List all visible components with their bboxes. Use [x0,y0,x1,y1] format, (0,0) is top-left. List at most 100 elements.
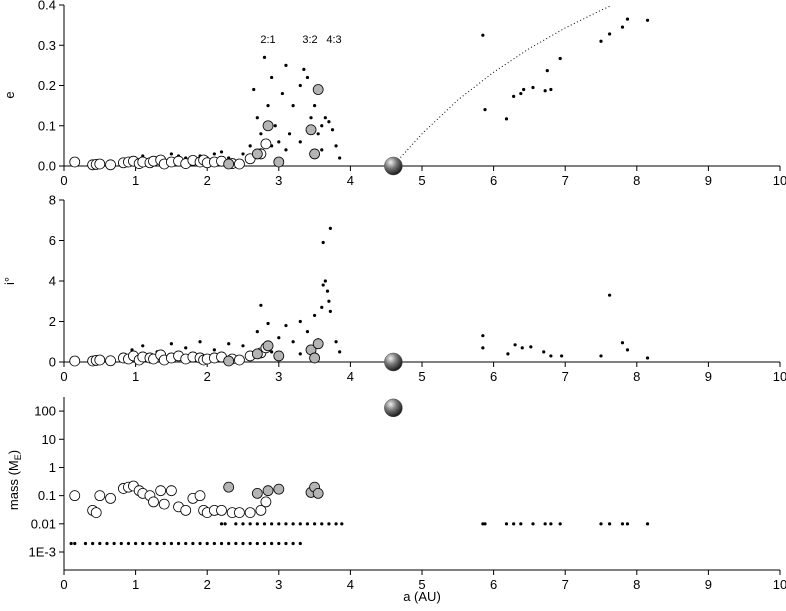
point [599,522,603,526]
point [277,140,281,144]
point [506,352,510,356]
x-tick-label: 10 [773,369,786,384]
x-tick-label: 1 [132,173,139,188]
point [219,150,224,154]
x-tick-label: 5 [418,173,425,188]
point [219,522,224,526]
point [607,522,612,526]
point [216,504,227,516]
y-axis-label: i° [2,277,17,285]
point [260,496,272,508]
point [312,488,324,499]
x-tick-label: 6 [490,577,497,592]
point [483,108,487,112]
point [305,75,310,80]
point [266,321,270,326]
y-tick-label: 1 [49,460,56,475]
point [340,522,344,526]
point [309,148,321,160]
point [270,541,274,546]
x-tick-label: 10 [773,577,786,592]
point [645,356,650,360]
point [512,94,516,98]
point [481,346,485,350]
point [273,124,277,128]
point [194,490,206,502]
point [158,498,170,510]
point [313,522,317,526]
point [165,485,177,497]
y-tick-label: 0.1 [38,118,56,133]
point [176,541,181,546]
x-tick-label: 9 [705,369,712,384]
y-tick-label: 2 [49,314,56,329]
point [191,541,195,546]
point [298,319,302,324]
point [620,341,625,345]
point [277,336,281,340]
point [234,158,245,170]
point [298,541,302,546]
point [284,541,288,546]
point [607,32,612,36]
point [227,342,231,346]
point [320,305,324,309]
point [273,350,285,362]
x-tick-label: 8 [633,173,640,188]
point [291,541,295,546]
x-tick-label: 7 [562,369,569,384]
y-tick-label: 0.3 [38,38,56,53]
point [338,350,342,354]
x-tick-label: 5 [418,577,425,592]
y-axis-label: e [2,91,17,98]
point [545,69,549,73]
point [212,348,216,352]
x-tick-label: 0 [60,577,67,592]
point [512,522,516,526]
planet [384,398,403,418]
y-tick-label: 0.4 [38,0,56,13]
point [141,541,145,546]
point [513,343,517,347]
point [620,25,625,29]
point [273,483,285,495]
point [198,340,202,344]
point [105,492,116,504]
point [223,481,235,493]
y-tick-label: 1E-3 [29,545,56,560]
point [262,522,267,526]
point [529,345,533,349]
point [599,354,603,358]
point [543,89,547,93]
point [298,522,302,526]
curve [400,4,612,158]
x-tick-label: 4 [347,369,354,384]
point [91,541,95,546]
point [327,299,331,303]
point [558,56,562,61]
x-tick-label: 7 [562,577,569,592]
point [327,522,331,526]
point [251,348,263,360]
x-tick-label: 4 [347,173,354,188]
point [251,488,263,499]
point [119,541,123,546]
point [126,541,131,546]
point [284,63,288,67]
y-tick-label: 0.0 [38,159,56,174]
x-tick-label: 0 [60,173,67,188]
point [169,152,173,156]
point [248,522,252,526]
point [83,541,88,546]
point [560,354,564,358]
x-tick-label: 9 [705,173,712,188]
point [252,87,256,92]
point [255,330,259,334]
point [270,75,274,80]
point [255,541,259,546]
point [94,354,106,366]
point [549,522,553,526]
x-tick-label: 3 [275,577,282,592]
point [184,541,188,546]
point [241,152,245,156]
